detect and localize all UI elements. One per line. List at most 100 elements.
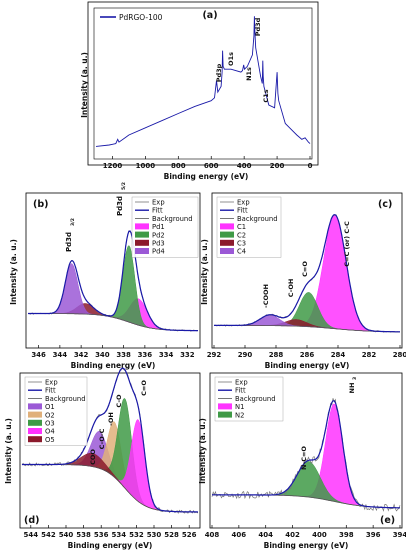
panel-e-x-tick-label: 396 — [366, 531, 381, 539]
panel-a-x-tick-label: 0 — [308, 162, 313, 170]
panel-b-ylabel: Intensity (a. u.) — [9, 239, 18, 305]
panel-e-ylabel: Intensity (a. u.) — [198, 418, 207, 484]
peak-label-nh: NH — [348, 383, 356, 394]
legend-label-o2: O2 — [45, 411, 55, 419]
panel-a-plot-area — [93, 7, 313, 160]
legend-label-o3: O3 — [45, 420, 55, 428]
panel-a-x-tick-label: 800 — [171, 162, 186, 170]
legend-swatch-o4 — [28, 428, 42, 434]
legend-swatch-c2 — [220, 231, 234, 238]
peak-label-pd3d-32: Pd3d — [116, 196, 124, 216]
panel-e-fitt-line — [212, 400, 400, 509]
legend-swatch-c1 — [220, 223, 234, 230]
legend-label-background: Background — [237, 215, 278, 223]
panel-d-x-tick-label: 528 — [164, 531, 179, 539]
component-peak-pd2 — [28, 245, 198, 331]
panel-a-x-tick-label: 200 — [270, 162, 285, 170]
legend-label-fitt: Fitt — [235, 387, 246, 395]
panel-a-ylabel: Intensity (a. u.) — [80, 52, 89, 118]
panel-e-x-tick-label: 400 — [312, 531, 327, 539]
panel-e-x-tick-label: 404 — [258, 531, 273, 539]
legend-label-n2: N2 — [235, 411, 244, 419]
legend-label-c1: C1 — [237, 223, 246, 231]
peak-label-n1s: N1s — [245, 67, 253, 81]
panel-a-label: (a) — [202, 10, 217, 21]
panel-e-xlabel: Binding energy (eV) — [264, 541, 349, 550]
panel-e-x-tick-label: 402 — [285, 531, 300, 539]
peak-label-n-c-o: N-C=O — [300, 446, 308, 470]
panel-b-fitt-line — [28, 230, 198, 332]
legend-swatch-pd4 — [135, 248, 149, 254]
peak-label-nh-subscript: 3 — [352, 377, 358, 380]
legend-label-background: Background — [152, 215, 193, 223]
panel-d-frame — [19, 372, 201, 529]
peak-label-c-o-c: C-O-C — [98, 428, 106, 449]
legend-label-c4: C4 — [237, 248, 246, 256]
panel-b-x-tick-label: 336 — [138, 351, 153, 359]
panel-b-x-tick-label: 346 — [31, 351, 46, 359]
panel-e-label: (e) — [380, 515, 395, 526]
legend-swatch-n1 — [218, 403, 232, 410]
panel-b-x-tick-label: 340 — [95, 351, 110, 359]
panel-e-x-tick-label: 394 — [393, 531, 406, 539]
panel-b-x-tick-label: 334 — [159, 351, 174, 359]
legend-label-exp: Exp — [45, 379, 58, 387]
peak-label-coo: COO — [89, 449, 97, 465]
peak-label-c-o: C-O — [115, 394, 123, 408]
panel-d-x-tick-label: 536 — [94, 531, 109, 539]
legend-label-exp: Exp — [235, 379, 248, 387]
panel-e-exp-line — [211, 398, 401, 512]
legend-label-o4: O4 — [45, 428, 55, 436]
component-peak-pd4 — [28, 263, 198, 331]
panel-a-spectrum-line — [95, 16, 311, 147]
legend-label-background: Background — [235, 395, 276, 403]
peak-label-c-c: C=C (or) C-C — [343, 221, 351, 267]
panel-c-x-tick-label: 284 — [331, 351, 346, 359]
legend-swatch-c3 — [220, 239, 234, 246]
panel-b-x-ticks: 346 344 342 340 338 336 334 332 — [31, 345, 195, 359]
panel-a-legend-label: PdRGO-100 — [119, 13, 163, 22]
legend-label-pd4: Pd4 — [152, 248, 165, 256]
panel-a-x-tick-label: 1200 — [103, 162, 123, 170]
panel-c-x-tick-label: 280 — [393, 351, 406, 359]
peak-label-o1s: O1s — [227, 52, 235, 66]
panel-e-x-tick-label: 408 — [205, 531, 220, 539]
panel-b-xlabel: Binding energy (eV) — [71, 361, 156, 370]
panel-b-x-tick-label: 332 — [180, 351, 195, 359]
legend-label-pd1: Pd1 — [152, 223, 165, 231]
legend-label-fitt: Fitt — [152, 207, 163, 215]
peak-label-c-double-o-d: C=O — [140, 380, 148, 396]
panel-d-x-tick-label: 544 — [23, 531, 38, 539]
panel-b-x-tick-label: 344 — [53, 351, 68, 359]
panel-e-frame — [209, 372, 403, 529]
panel-d-xlabel: Binding energy (eV) — [68, 541, 153, 550]
panel-d-x-tick-label: 538 — [76, 531, 91, 539]
panel-e-x-tick-label: 398 — [339, 531, 354, 539]
legend-label-c2: C2 — [237, 231, 246, 239]
legend-label-background: Background — [45, 395, 86, 403]
panel-c-label: (c) — [378, 199, 392, 210]
peak-label-cooh: -COOH — [262, 284, 270, 308]
legend-label-exp: Exp — [237, 199, 250, 207]
legend-swatch-o1 — [28, 403, 42, 410]
panel-b-x-tick-label: 338 — [116, 351, 131, 359]
panel-a-x-tick-label: 400 — [237, 162, 252, 170]
legend-label-n1: N1 — [235, 403, 244, 411]
panel-d-x-tick-label: 534 — [111, 531, 126, 539]
peak-label-pd3p: Pd3p — [215, 63, 223, 82]
panel-a-xlabel: Binding energy (eV) — [164, 172, 249, 181]
legend-swatch-c4 — [220, 248, 234, 254]
peak-label-c-double-o: C=O — [301, 261, 309, 277]
legend-swatch-o5 — [28, 436, 42, 443]
panel-d-ylabel: Intensity (a. u.) — [4, 418, 13, 484]
peak-label-pd3d: Pd3d — [254, 17, 262, 36]
legend-label-pd3: Pd3 — [152, 240, 165, 248]
panel-e-x-ticks: 408 406 404 402 400 398 396 394 — [205, 525, 406, 539]
